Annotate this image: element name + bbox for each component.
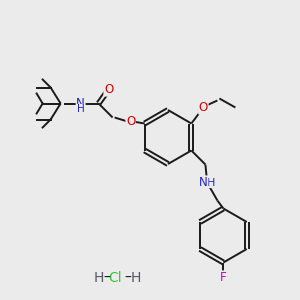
Text: Cl: Cl bbox=[108, 271, 122, 285]
Text: N: N bbox=[76, 97, 85, 110]
Text: –: – bbox=[124, 271, 131, 285]
Text: N: N bbox=[199, 176, 208, 189]
Text: F: F bbox=[220, 271, 227, 284]
Text: H: H bbox=[207, 178, 216, 188]
Text: –: – bbox=[103, 271, 110, 285]
Text: O: O bbox=[104, 83, 113, 96]
Text: H: H bbox=[131, 271, 141, 285]
Text: O: O bbox=[126, 115, 135, 128]
Text: H: H bbox=[77, 104, 85, 115]
Text: O: O bbox=[199, 101, 208, 114]
Text: H: H bbox=[94, 271, 104, 285]
